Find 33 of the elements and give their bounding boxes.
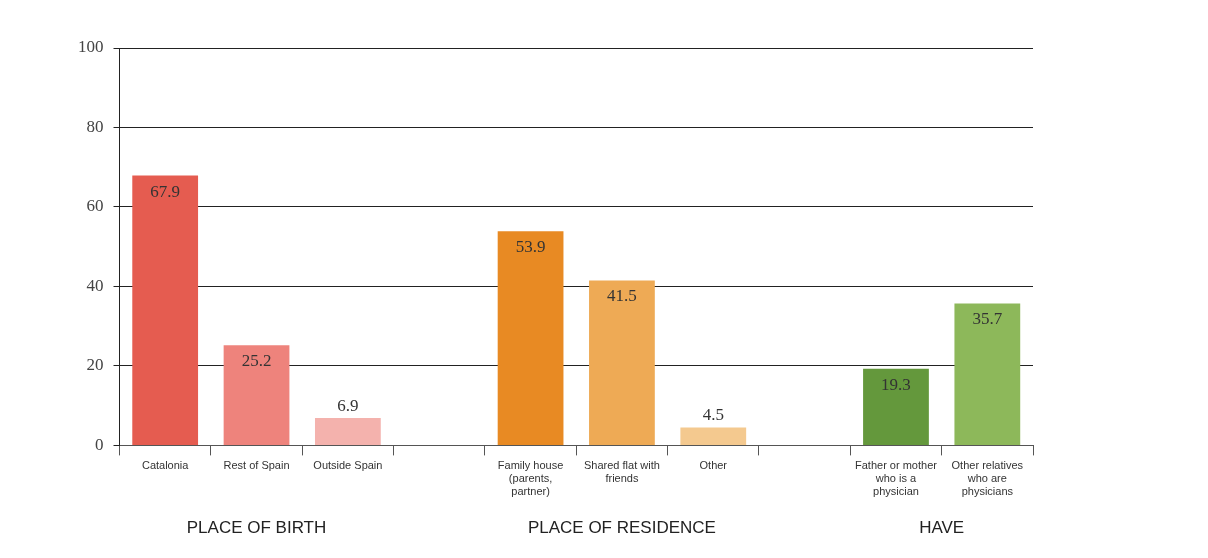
bar	[954, 303, 1021, 445]
x-tick-label: Outside Spain	[313, 459, 383, 472]
data-label: 25.2	[241, 351, 272, 371]
x-tick-label: Other relatives who are physicians	[951, 459, 1024, 498]
y-tick-label: 60	[86, 196, 104, 216]
x-tick-label: Family house (parents, partner)	[497, 459, 564, 498]
data-label: 19.3	[881, 374, 911, 394]
x-tick-label: Catalonia	[141, 459, 190, 472]
x-tick-label: Rest of Spain	[223, 459, 290, 472]
bar	[680, 427, 747, 445]
text: PLACE OF RESIDENCE	[527, 518, 716, 537]
y-tick-label: 100	[78, 37, 104, 57]
bar	[497, 231, 564, 445]
text: PLACE OF BIRTH	[186, 518, 327, 537]
data-label: 6.9	[337, 395, 359, 415]
bar	[314, 417, 381, 445]
data-label: 4.5	[702, 405, 724, 425]
x-tick-label: Father or mother who is a physician	[855, 459, 938, 498]
bar	[132, 175, 199, 445]
data-label: 41.5	[607, 286, 637, 306]
data-label: 53.9	[515, 237, 546, 257]
y-tick-label: 20	[86, 355, 104, 375]
bar	[589, 280, 655, 445]
bar	[863, 368, 929, 445]
y-tick-label: 0	[95, 434, 104, 454]
data-label: 67.9	[150, 181, 181, 201]
data-label: 35.7	[972, 309, 1003, 329]
bar	[223, 345, 290, 445]
x-tick-label: Shared flat with friends	[584, 459, 660, 485]
y-tick-label: 80	[86, 116, 104, 136]
y-tick-label: 40	[86, 275, 104, 295]
x-tick-label: Other	[699, 459, 728, 472]
text: HAVE	[919, 518, 965, 537]
